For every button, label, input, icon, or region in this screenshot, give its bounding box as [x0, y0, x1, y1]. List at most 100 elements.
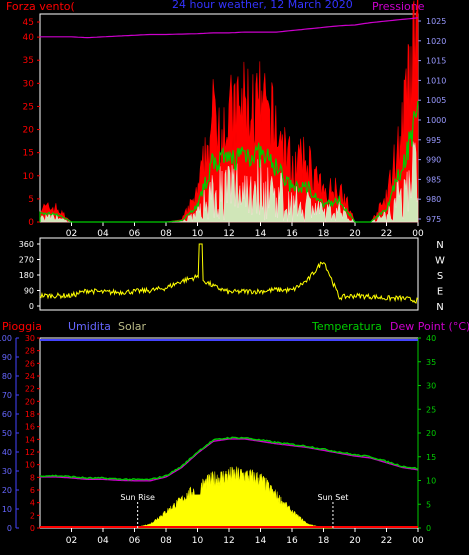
pressure-tick-label: 1015 — [426, 57, 446, 66]
wind-tick-label: 10 — [23, 172, 35, 182]
x-tick-label: 20 — [349, 536, 361, 546]
temperature-tick-label: 5 — [426, 500, 431, 509]
x-tick-label: 10 — [192, 229, 204, 239]
rain-tick-label: 22 — [25, 385, 35, 394]
x-tick-label: 22 — [381, 229, 392, 239]
direction-tick-label: 360 — [19, 240, 34, 249]
x-tick-label: 16 — [286, 229, 298, 239]
x-tick-label: 06 — [129, 536, 141, 546]
legend-pioggia: Pioggia — [2, 320, 42, 333]
wind-avg-series — [39, 100, 419, 223]
legend-temperatura: Temperatura — [311, 320, 382, 333]
wind-tick-label: 20 — [23, 126, 35, 136]
pressure-tick-label: 1020 — [426, 37, 446, 46]
x-tick-label: 00 — [412, 229, 424, 239]
pressure-axis-label: Pressione — [372, 0, 425, 13]
humidity-tick-label: 60 — [2, 410, 12, 419]
humidity-tick-label: 100 — [0, 334, 12, 343]
solar-area — [137, 466, 333, 529]
temperature-tick-label: 35 — [426, 358, 436, 367]
chart-title: 24 hour weather, 12 March 2020 — [172, 0, 353, 11]
compass-label: S — [437, 271, 443, 282]
x-tick-label: 22 — [381, 536, 392, 546]
humidity-tick-label: 80 — [2, 372, 12, 381]
direction-tick-label: 180 — [19, 271, 34, 280]
humidity-tick-label: 90 — [2, 353, 12, 362]
direction-series — [39, 243, 419, 304]
direction-tick-label: 90 — [24, 287, 34, 296]
wind-tick-label: 45 — [23, 18, 34, 28]
compass-label: N — [436, 240, 443, 251]
compass-label: W — [435, 256, 445, 267]
legend-solar: Solar — [118, 320, 147, 333]
temperature-tick-label: 25 — [426, 405, 436, 414]
temperature-tick-label: 0 — [426, 524, 431, 533]
temperature-tick-label: 15 — [426, 453, 436, 462]
rain-tick-label: 8 — [30, 473, 35, 482]
rain-tick-label: 14 — [25, 435, 35, 444]
x-tick-label: 00 — [412, 536, 424, 546]
legend-umidita: Umidita — [68, 320, 111, 333]
x-tick-label: 12 — [223, 536, 234, 546]
wind-tick-label: 35 — [23, 56, 34, 66]
pressure-tick-label: 990 — [426, 156, 441, 165]
x-tick-label: 14 — [255, 536, 267, 546]
temperature-series — [39, 436, 419, 481]
wind-tick-label: 25 — [23, 102, 34, 112]
x-tick-label: 02 — [66, 536, 77, 546]
x-tick-label: 02 — [66, 229, 77, 239]
temperature-tick-label: 10 — [426, 477, 436, 486]
rain-tick-label: 30 — [25, 334, 35, 343]
compass-label: E — [437, 287, 443, 298]
pressure-tick-label: 975 — [426, 215, 441, 224]
rain-tick-label: 0 — [30, 524, 35, 533]
rain-tick-label: 28 — [25, 347, 35, 356]
rain-tick-label: 24 — [25, 372, 35, 381]
rain-tick-label: 20 — [25, 397, 35, 406]
humidity-tick-label: 30 — [2, 467, 12, 476]
rain-tick-label: 26 — [25, 359, 35, 368]
x-tick-label: 08 — [160, 229, 172, 239]
x-tick-label: 04 — [97, 536, 109, 546]
wind-tick-label: 0 — [28, 218, 34, 228]
humidity-tick-label: 70 — [2, 391, 12, 400]
x-tick-label: 10 — [192, 536, 204, 546]
x-tick-label: 16 — [286, 536, 298, 546]
wind-tick-label: 40 — [23, 33, 35, 43]
direction-tick-label: 0 — [29, 302, 34, 311]
direction-tick-label: 270 — [19, 256, 34, 265]
pressure-tick-label: 985 — [426, 175, 441, 184]
pressure-tick-label: 1005 — [426, 96, 446, 105]
pressure-tick-label: 1025 — [426, 17, 446, 26]
x-tick-label: 12 — [223, 229, 234, 239]
x-tick-label: 14 — [255, 229, 267, 239]
pressure-tick-label: 995 — [426, 136, 441, 145]
x-tick-label: 18 — [318, 229, 330, 239]
legend-dewpoint: Dew Point (°C) — [390, 320, 469, 333]
humidity-tick-label: 50 — [2, 429, 12, 438]
sun-rise-label: Sun Rise — [120, 493, 155, 502]
humidity-tick-label: 20 — [2, 486, 12, 495]
rain-tick-label: 4 — [30, 499, 35, 508]
rain-tick-label: 12 — [25, 448, 35, 457]
temperature-tick-label: 30 — [426, 382, 436, 391]
x-tick-label: 20 — [349, 229, 361, 239]
rain-tick-label: 10 — [25, 461, 35, 470]
sun-set-label: Sun Set — [317, 493, 348, 502]
x-tick-label: 18 — [318, 536, 330, 546]
wind-tick-label: 30 — [23, 79, 35, 89]
wind-tick-label: 5 — [28, 195, 34, 205]
compass-label: N — [436, 302, 443, 313]
x-tick-label: 04 — [97, 229, 109, 239]
wind-tick-label: 15 — [23, 149, 34, 159]
pressure-tick-label: 980 — [426, 195, 441, 204]
rain-tick-label: 18 — [25, 410, 35, 419]
humidity-tick-label: 0 — [7, 524, 12, 533]
wind-axis-label: Forza vento( — [6, 0, 75, 13]
x-tick-label: 06 — [129, 229, 141, 239]
rain-tick-label: 2 — [30, 511, 35, 520]
temperature-tick-label: 20 — [426, 429, 436, 438]
pressure-tick-label: 1000 — [426, 116, 446, 125]
pressure-tick-label: 1010 — [426, 76, 446, 85]
